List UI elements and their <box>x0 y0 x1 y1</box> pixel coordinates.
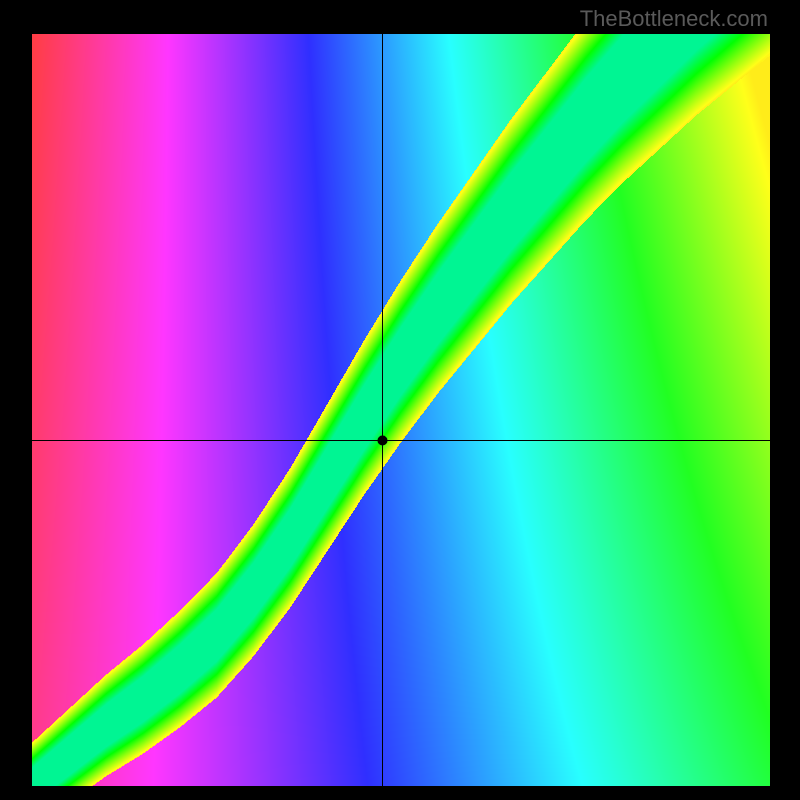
chart-frame: TheBottleneck.com <box>0 0 800 800</box>
heatmap-canvas <box>32 34 770 786</box>
heatmap-plot-area <box>32 34 770 786</box>
attribution-text: TheBottleneck.com <box>580 6 768 32</box>
